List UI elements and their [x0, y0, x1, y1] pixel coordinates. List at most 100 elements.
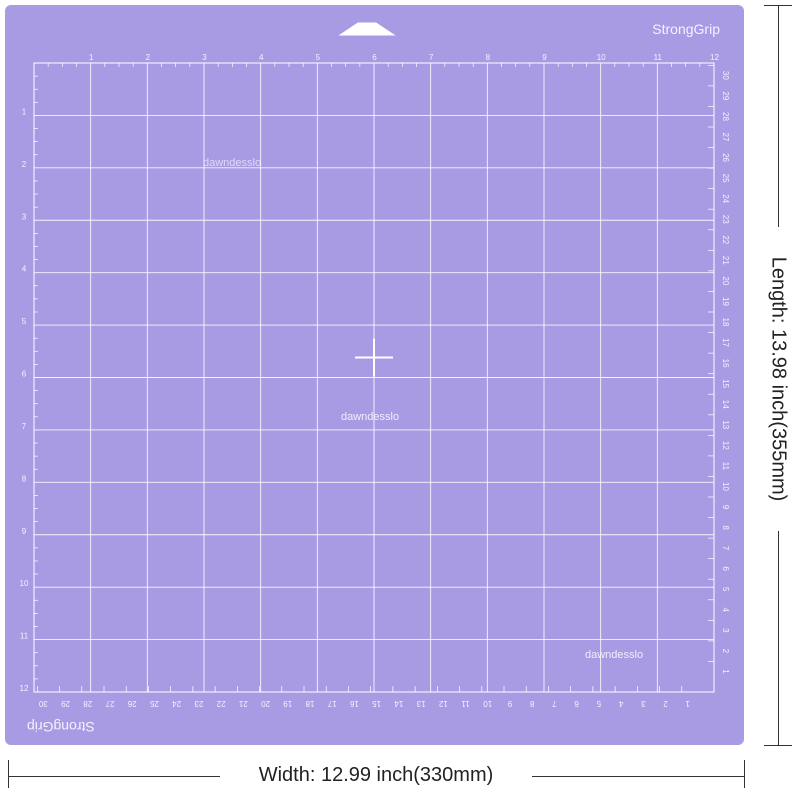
bottom-cm-label: 20 [261, 699, 270, 708]
top-ruler-label: 3 [202, 53, 207, 62]
left-ruler-label: 12 [20, 684, 29, 693]
bottom-cm-label: 6 [574, 699, 579, 708]
left-ruler-label: 10 [20, 579, 29, 588]
right-cm-label: 17 [721, 338, 730, 347]
brand-label-top: StrongGrip [652, 21, 720, 37]
right-cm-label: 5 [721, 587, 730, 592]
watermark: dawndesslo [585, 649, 644, 661]
right-cm-label: 25 [721, 174, 730, 183]
bottom-cm-label: 21 [238, 699, 247, 708]
width-dimension-tick [8, 760, 9, 788]
right-cm-label: 3 [721, 628, 730, 633]
top-ruler-label: 6 [372, 53, 377, 62]
bottom-cm-label: 28 [83, 699, 92, 708]
mat-grid: 1 2 3 4 5 6 7 8 9 10 11 121234567891011121234567891… [20, 53, 730, 708]
bottom-cm-label: 27 [105, 699, 114, 708]
top-ruler-label: 11 [654, 53, 663, 62]
bottom-cm-label: 26 [127, 699, 136, 708]
length-dimension-line [778, 531, 779, 745]
bottom-cm-label: 12 [438, 699, 447, 708]
bottom-cm-label: 7 [552, 699, 557, 708]
brand-label-bottom: StrongGrip [27, 719, 95, 735]
bottom-cm-label: 24 [172, 699, 181, 708]
bottom-cm-label: 4 [618, 699, 623, 708]
bottom-cm-label: 9 [507, 699, 512, 708]
length-dimension-tick [764, 745, 792, 746]
bottom-cm-label: 29 [61, 699, 70, 708]
left-ruler-label: 8 [22, 474, 27, 483]
left-ruler-label: 9 [22, 527, 27, 536]
left-ruler-label: 11 [20, 632, 29, 641]
right-cm-label: 9 [721, 505, 730, 510]
bottom-cm-label: 19 [283, 699, 292, 708]
bottom-cm-label: 30 [38, 699, 47, 708]
hanger-hole-icon [338, 22, 396, 36]
top-ruler-label: 1 [89, 53, 94, 62]
right-cm-label: 18 [721, 318, 730, 327]
left-ruler-label: 1 [22, 107, 27, 116]
bottom-cm-label: 8 [529, 699, 534, 708]
right-cm-label: 1 [721, 669, 730, 674]
bottom-cm-label: 17 [327, 699, 336, 708]
bottom-cm-label: 22 [216, 699, 225, 708]
right-cm-label: 24 [721, 194, 730, 203]
bottom-cm-label: 3 [641, 699, 646, 708]
left-ruler-label: 5 [22, 317, 27, 326]
width-dimension-tick [744, 760, 745, 788]
bottom-cm-label: 23 [194, 699, 203, 708]
right-cm-label: 30 [721, 71, 730, 80]
right-cm-label: 26 [721, 153, 730, 162]
cutting-mat: 1 2 3 4 5 6 7 8 9 10 11 12 1 2 3 4 5 6 7 8 9 10 11 12 1 2 3 4 5 6 7 8 9 1… [5, 5, 744, 745]
right-cm-label: 23 [721, 215, 730, 224]
top-ruler-label: 8 [486, 53, 491, 62]
length-label: Length: 13.98 inch(355mm) [767, 256, 790, 502]
left-ruler-label: 4 [22, 265, 27, 274]
right-cm-label: 14 [721, 400, 730, 409]
right-cm-label: 16 [721, 359, 730, 368]
length-dimension-line [778, 5, 779, 227]
right-cm-label: 21 [721, 256, 730, 265]
left-ruler-label: 2 [22, 160, 27, 169]
right-cm-label: 10 [721, 482, 730, 491]
top-ruler-label: 12 [710, 53, 719, 62]
left-ruler-label: 6 [22, 370, 27, 379]
bottom-cm-label: 25 [149, 699, 158, 708]
right-cm-label: 11 [721, 462, 730, 471]
left-ruler-label: 3 [22, 212, 27, 221]
right-cm-label: 19 [721, 297, 730, 306]
right-cm-label: 13 [721, 420, 730, 429]
right-cm-label: 15 [721, 379, 730, 388]
right-cm-label: 27 [721, 133, 730, 142]
right-cm-label: 29 [721, 91, 730, 100]
top-ruler-label: 4 [259, 53, 264, 62]
bottom-cm-label: 15 [372, 699, 381, 708]
right-cm-label: 22 [721, 235, 730, 244]
bottom-cm-label: 13 [416, 699, 425, 708]
watermark: dawndesslo [341, 411, 400, 423]
bottom-cm-label: 1 [685, 699, 690, 708]
right-cm-label: 28 [721, 112, 730, 121]
right-cm-label: 7 [721, 546, 730, 551]
width-dimension-line [8, 776, 220, 777]
bottom-cm-label: 11 [461, 699, 470, 708]
top-ruler-label: 5 [316, 53, 321, 62]
bottom-cm-label: 10 [483, 699, 492, 708]
right-cm-label: 6 [721, 566, 730, 571]
bottom-cm-label: 16 [349, 699, 358, 708]
length-dimension-tick [764, 5, 792, 6]
top-ruler-label: 10 [597, 53, 606, 62]
right-cm-label: 2 [721, 649, 730, 654]
width-label: Width: 12.99 inch(330mm) [258, 764, 494, 786]
bottom-cm-label: 14 [394, 699, 403, 708]
right-cm-label: 12 [721, 441, 730, 450]
left-ruler-label: 7 [22, 422, 27, 431]
right-cm-label: 8 [721, 525, 730, 530]
top-ruler-label: 9 [542, 53, 547, 62]
bottom-cm-label: 18 [305, 699, 314, 708]
watermark: dawndesslo [203, 157, 262, 169]
bottom-cm-label: 2 [663, 699, 668, 708]
width-dimension-line [532, 776, 744, 777]
right-cm-label: 20 [721, 276, 730, 285]
right-cm-label: 4 [721, 608, 730, 613]
top-ruler-label: 2 [146, 53, 151, 62]
